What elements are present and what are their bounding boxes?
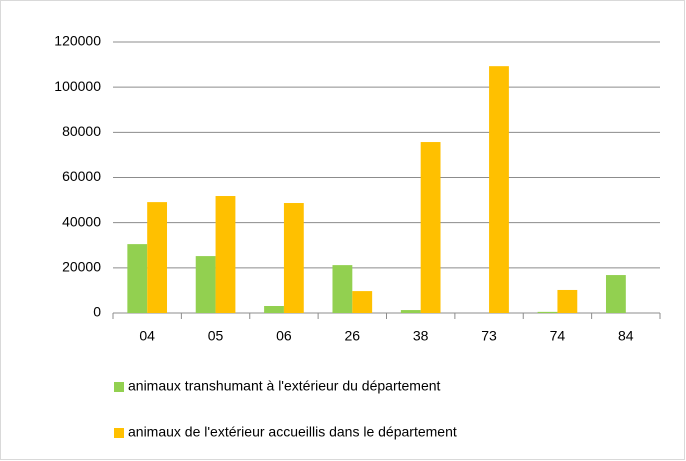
bar	[489, 66, 509, 313]
x-tick-label: 73	[481, 328, 497, 344]
x-tick-label: 26	[345, 328, 361, 344]
legend-label: animaux de l'extérieur accueillis dans l…	[128, 424, 457, 440]
y-tick-label: 20000	[62, 259, 101, 275]
x-tick-label: 06	[276, 328, 292, 344]
x-tick-label: 38	[413, 328, 429, 344]
bar	[127, 244, 148, 313]
x-tick-label: 05	[208, 328, 224, 344]
bar	[264, 305, 284, 313]
y-tick-label: 60000	[62, 168, 101, 184]
bar	[352, 291, 373, 313]
bar	[283, 203, 304, 313]
legend-label: animaux transhumant à l'extérieur du dép…	[128, 378, 441, 394]
y-tick-label: 80000	[62, 123, 101, 139]
bar	[557, 289, 578, 313]
x-tick-label: 84	[618, 328, 634, 344]
bar	[215, 196, 236, 313]
x-tick-label: 04	[139, 328, 155, 344]
bar	[195, 256, 216, 313]
bar	[605, 275, 626, 313]
legend-swatch	[114, 382, 124, 392]
y-tick-label: 120000	[54, 33, 101, 49]
y-tick-label: 100000	[54, 78, 101, 94]
bar	[400, 310, 421, 313]
bar	[537, 311, 558, 313]
bar	[147, 202, 168, 313]
y-tick-label: 40000	[62, 213, 101, 229]
bar	[420, 142, 441, 313]
bar	[332, 265, 353, 313]
x-tick-label: 74	[550, 328, 566, 344]
legend-swatch	[114, 428, 124, 438]
y-tick-label: 0	[93, 304, 101, 320]
